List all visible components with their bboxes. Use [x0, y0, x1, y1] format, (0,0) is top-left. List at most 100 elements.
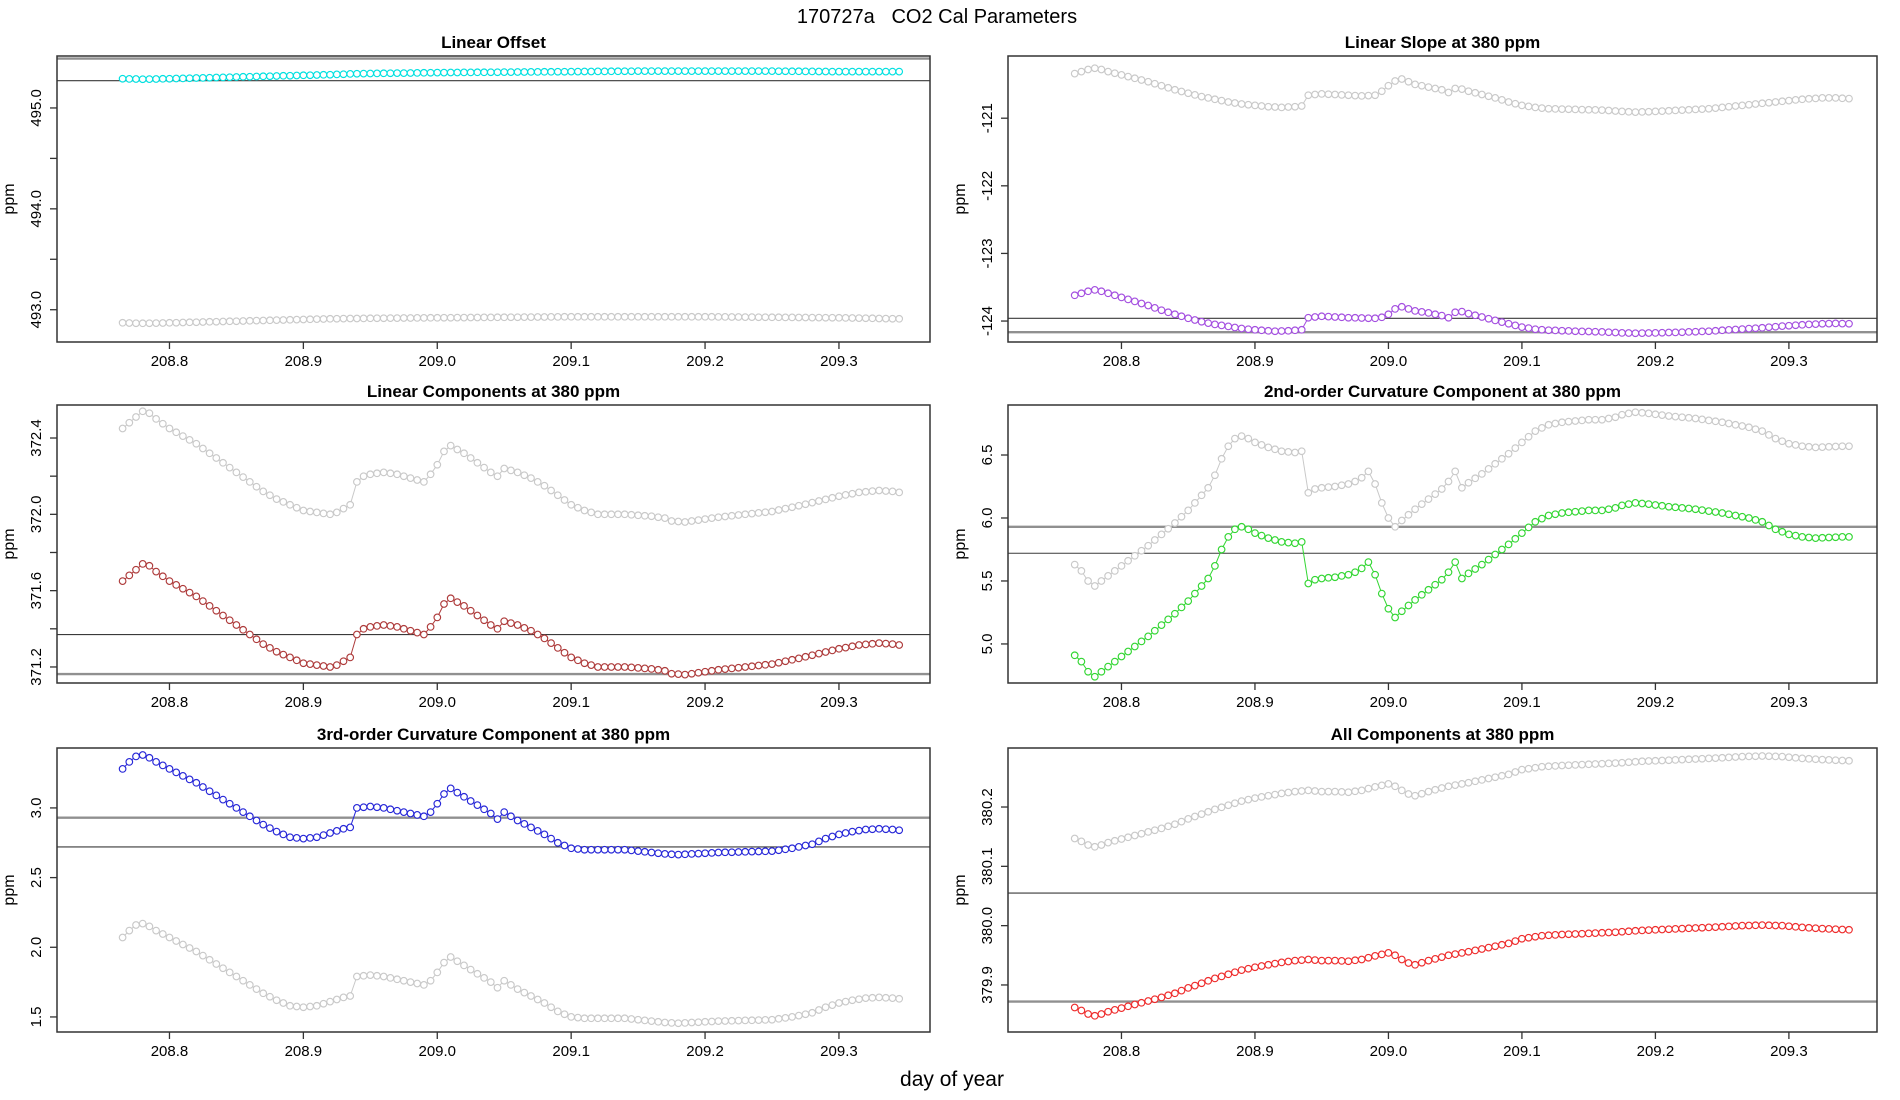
- data-point: [855, 826, 863, 835]
- data-point: [1317, 787, 1326, 796]
- data-point: [125, 418, 134, 427]
- data-point: [493, 815, 502, 823]
- data-point: [486, 978, 495, 986]
- data-point: [1304, 488, 1313, 497]
- data-point: [326, 510, 334, 519]
- data-point: [433, 460, 442, 469]
- data-point: [681, 1019, 689, 1027]
- data-point: [794, 654, 803, 663]
- data-point: [1117, 652, 1126, 661]
- data-point: [1571, 930, 1580, 938]
- data-point: [520, 471, 529, 480]
- data-point: [1251, 438, 1259, 447]
- data-point: [1591, 415, 1600, 424]
- data-point: [1618, 927, 1626, 936]
- data-point: [1724, 922, 1733, 931]
- data-point: [1745, 514, 1753, 522]
- data-point: [687, 669, 696, 678]
- data-point: [326, 997, 334, 1006]
- data-point: [279, 999, 288, 1007]
- data-point: [661, 312, 669, 321]
- data-point: [687, 850, 696, 858]
- data-point: [1604, 106, 1613, 115]
- data-point: [1171, 519, 1179, 527]
- data-point: [1204, 574, 1213, 583]
- data-point: [1518, 323, 1526, 331]
- data-point: [1684, 328, 1693, 336]
- data-point: [152, 415, 160, 423]
- data-point: [1097, 65, 1106, 74]
- data-point: [279, 71, 288, 80]
- data-point: [781, 845, 790, 854]
- data-point: [567, 312, 576, 321]
- data-point: [1571, 105, 1580, 114]
- data-point: [1838, 442, 1847, 451]
- panel-title: 3rd-order Curvature Component at 380 ppm: [317, 725, 670, 744]
- data-point: [1150, 826, 1159, 835]
- data-point: [259, 487, 268, 496]
- data-point: [607, 312, 616, 321]
- data-point: [486, 468, 495, 477]
- data-point: [674, 517, 683, 526]
- data-point: [1571, 417, 1580, 425]
- data-point: [1251, 325, 1259, 334]
- y-tick-label: 493.0: [28, 291, 45, 329]
- data-point: [761, 508, 770, 517]
- data-point: [420, 630, 428, 639]
- data-point: [1431, 955, 1440, 963]
- x-tick-label: 208.9: [285, 694, 323, 711]
- data-point: [346, 70, 355, 78]
- data-point: [480, 68, 488, 77]
- data-point: [473, 611, 482, 620]
- data-point: [493, 983, 502, 992]
- data-point: [835, 492, 843, 501]
- x-tick-label: 208.9: [1236, 1043, 1274, 1060]
- data-point: [1558, 509, 1566, 517]
- data-point: [199, 444, 207, 453]
- data-point: [1070, 69, 1079, 78]
- data-point: [1651, 925, 1660, 934]
- data-point: [1291, 787, 1299, 796]
- data-point: [1624, 927, 1633, 936]
- data-point: [1671, 412, 1680, 421]
- data-point: [1184, 984, 1193, 992]
- data-point: [1818, 319, 1827, 328]
- data-point: [1344, 570, 1353, 579]
- data-point: [1711, 508, 1720, 516]
- data-point: [232, 972, 241, 981]
- data-point: [1291, 326, 1299, 335]
- data-point: [1424, 309, 1433, 317]
- data-point: [1671, 106, 1680, 115]
- data-point: [1384, 81, 1393, 90]
- data-point: [1771, 98, 1780, 106]
- data-point: [1771, 752, 1780, 761]
- data-point: [1090, 842, 1099, 851]
- data-point: [339, 314, 348, 323]
- data-point: [661, 666, 669, 675]
- data-point: [1097, 841, 1106, 849]
- data-point: [433, 613, 442, 622]
- data-point: [1197, 317, 1206, 326]
- data-point: [145, 75, 154, 83]
- data-point: [600, 510, 609, 519]
- data-point: [1384, 780, 1393, 788]
- data-point: [1077, 567, 1086, 575]
- data-point: [306, 71, 314, 80]
- data-point: [1344, 957, 1353, 966]
- data-point: [1437, 953, 1446, 961]
- data-point: [1544, 104, 1553, 113]
- data-point: [895, 994, 904, 1003]
- data-point: [1558, 418, 1566, 427]
- data-point: [1518, 529, 1526, 537]
- data-point: [627, 663, 636, 672]
- data-point: [185, 318, 194, 327]
- data-point: [339, 824, 348, 833]
- data-point: [1838, 94, 1847, 103]
- data-point: [1377, 781, 1386, 790]
- data-point: [533, 478, 542, 486]
- data-point: [1544, 511, 1553, 520]
- data-point: [614, 1014, 622, 1023]
- data-point: [861, 994, 870, 1002]
- data-point: [1671, 328, 1680, 337]
- data-point: [1090, 1011, 1099, 1020]
